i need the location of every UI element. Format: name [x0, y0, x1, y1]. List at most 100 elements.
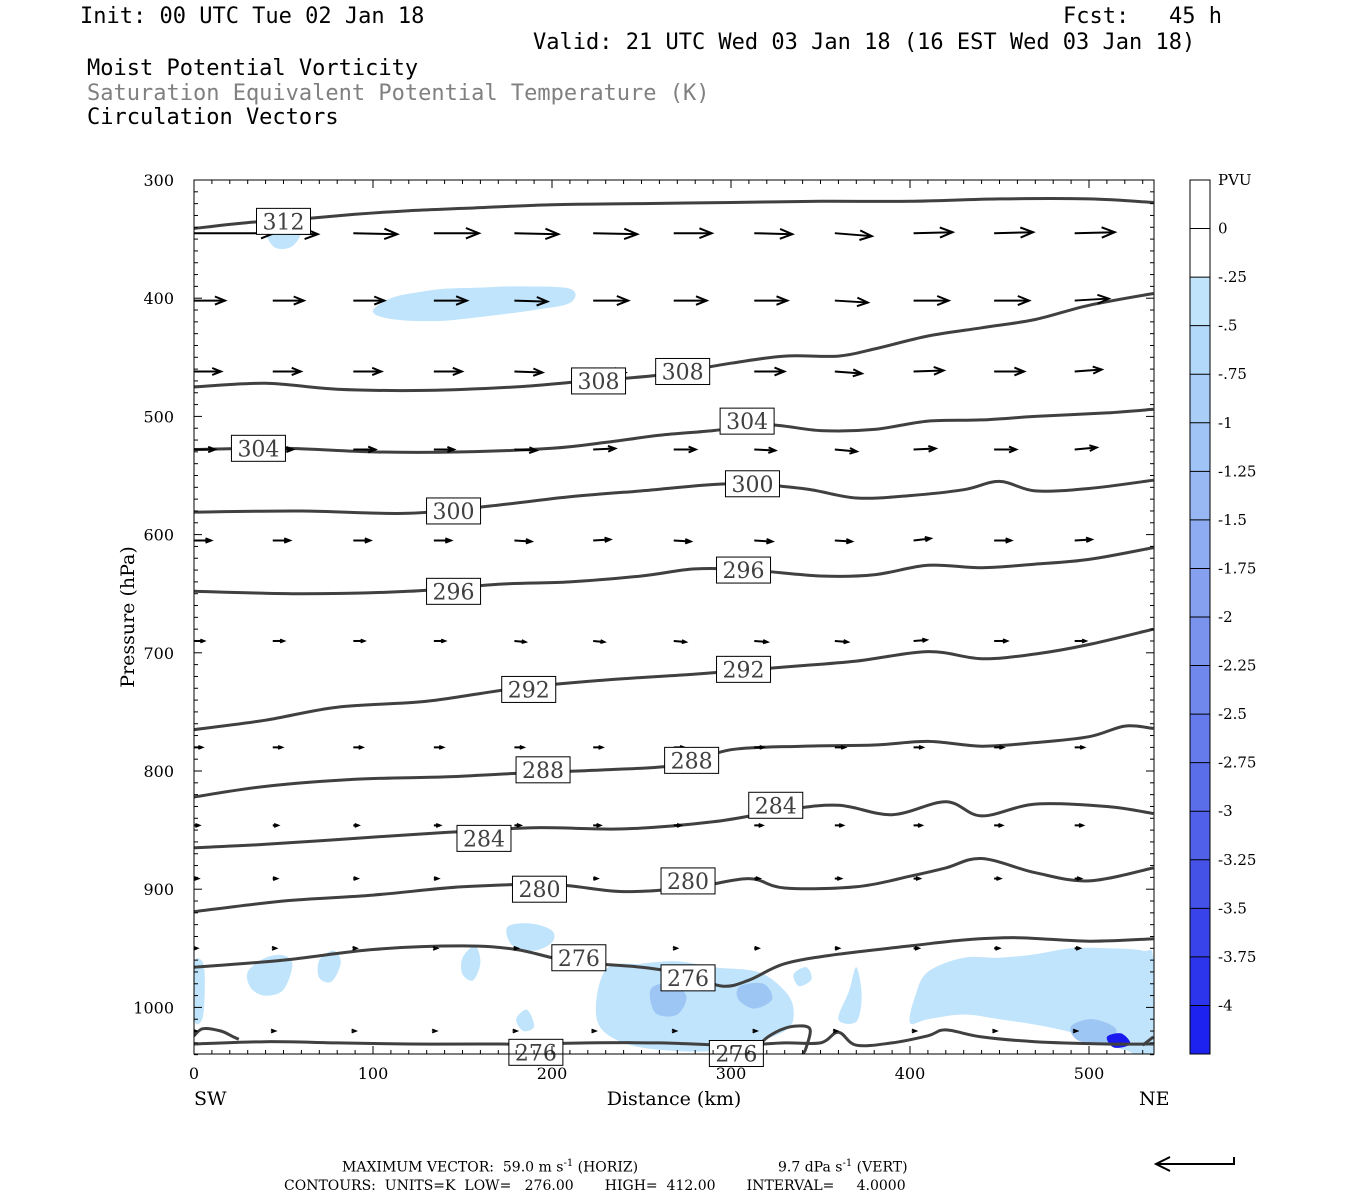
contour-line-304 [194, 407, 1154, 454]
circulation-vector [913, 876, 923, 881]
contour-labels: 312 308 308 304 304 300 300 296 296 292 292 288 288 2… [230, 207, 804, 1067]
circulation-vector [834, 945, 842, 951]
colorbar-swatch [1190, 568, 1210, 617]
colorbar-swatch [1190, 714, 1210, 763]
colorbar-label: -3 [1218, 802, 1233, 820]
circulation-vector [913, 445, 939, 453]
y-tick-label: 600 [143, 526, 174, 545]
circulation-vector [194, 537, 214, 544]
contour-label-box [426, 497, 482, 525]
field-title-thetaes: Saturation Equivalent Potential Temperat… [87, 81, 710, 106]
contour-label-box [230, 434, 286, 462]
field-title-vectors: Circulation Vectors [87, 105, 339, 130]
circulation-vector [353, 876, 361, 881]
circulation-vector [994, 822, 1005, 828]
circulation-vector [1074, 226, 1118, 239]
field-title-mpv: Moist Potential Vorticity [87, 56, 419, 81]
circulation-vector [834, 744, 848, 750]
max-vector-footer: MAXIMUM VECTOR: 59.0 m s-1 (HORIZ) [342, 1159, 638, 1175]
contour-label-box [655, 357, 711, 385]
circulation-vector [514, 446, 540, 454]
contour-label-box [664, 746, 720, 774]
plot-frame [193, 179, 1155, 1055]
contour-label-box [426, 577, 482, 605]
circulation-vector [1074, 744, 1087, 750]
circulation-vector [1074, 945, 1083, 951]
contour-label-box [716, 556, 772, 584]
circulation-vector [272, 366, 304, 377]
contour-label: 276 [715, 1042, 757, 1067]
circulation-vector [433, 445, 457, 454]
y-tick-label: 700 [143, 644, 174, 663]
contour-label-box [571, 367, 627, 395]
circulation-vector [754, 446, 778, 454]
circulation-vector [1074, 822, 1086, 828]
contour-label: 296 [723, 559, 765, 584]
contour-label: 300 [433, 500, 475, 525]
horiz-max-value: 59.0 m s [502, 1159, 564, 1176]
circulation-vector [671, 1028, 679, 1034]
circulation-vector [673, 538, 694, 545]
circulation-vector [994, 945, 1002, 951]
colorbar-label: -1 [1218, 414, 1233, 432]
circulation-vector [834, 229, 875, 241]
contour-line-288 [194, 724, 1154, 799]
circulation-vector [432, 945, 440, 951]
contour-label: 288 [671, 749, 713, 774]
colorbar-swatch [1190, 519, 1210, 569]
circulation-vector [514, 744, 527, 750]
circulation-vector [913, 945, 922, 951]
circulation-vector [673, 227, 715, 240]
pv-shading [194, 227, 1154, 1054]
circulation-vector [913, 365, 947, 376]
circulation-vector [672, 945, 680, 951]
circulation-vector [1074, 876, 1084, 881]
circulation-vector [512, 1028, 520, 1034]
colorbar-label: -2.75 [1218, 754, 1256, 772]
circulation-vector [754, 822, 765, 828]
contour-label: 276 [667, 967, 709, 992]
circulation-vector [1074, 365, 1105, 375]
x-tick-label: 300 [716, 1064, 747, 1083]
colorbar-title: PVU [1218, 171, 1252, 189]
circulation-vector [433, 537, 454, 544]
contour-line-300 [194, 478, 1154, 515]
y-tick-label: 1000 [133, 998, 174, 1017]
circulation-vector [994, 638, 1010, 644]
init-time: Init: 00 UTC Tue 02 Jan 18 [80, 4, 425, 29]
colorbar-label: -3.75 [1218, 948, 1256, 966]
pv-colorbar: PVU 0 -.25 -.5 -.75 -1 -1.25 -1.5 -1.75 -2 -2.25 -2… [1189, 171, 1256, 1055]
circulation-vector [352, 945, 359, 951]
x-tick-label: 400 [895, 1064, 926, 1083]
max-vector-label: MAXIMUM VECTOR: [342, 1159, 494, 1176]
contour-label: 276 [558, 947, 600, 972]
vert-max-footer: 9.7 dPa s-1 (VERT) [778, 1159, 908, 1175]
colorbar-swatch [1190, 859, 1210, 909]
circulation-vector [353, 638, 367, 644]
contour-label-box [551, 944, 607, 972]
pv-region-light [506, 923, 555, 951]
pv-region-light [317, 950, 341, 983]
circulation-vector [994, 876, 1003, 881]
colorbar-swatch [1190, 471, 1210, 520]
circulation-vector [673, 822, 684, 828]
pv-region-light [516, 1009, 535, 1032]
circulation-vector [913, 637, 930, 643]
circulation-vector [433, 295, 470, 306]
circulation-vector [834, 822, 846, 828]
circulation-vector [514, 296, 551, 307]
contour-label-box [456, 824, 512, 852]
contour-info-footer: CONTOURS: UNITS=K LOW= 276.00 HIGH= 412.… [284, 1178, 906, 1194]
contour-label-box [716, 655, 772, 683]
circulation-vector [911, 1028, 919, 1034]
circulation-vector [593, 744, 605, 750]
circulation-vector [431, 1028, 439, 1034]
circulation-vector [913, 822, 925, 828]
pv-region-mid [736, 982, 773, 1009]
reference-vector-arrow [1153, 1156, 1235, 1172]
colorbar-swatch [1190, 956, 1210, 1006]
pv-region-mid [1070, 1019, 1117, 1044]
pv-region-light [838, 967, 862, 1024]
contour-line-292 [194, 627, 1154, 732]
vert-unit: (VERT) [856, 1159, 908, 1176]
